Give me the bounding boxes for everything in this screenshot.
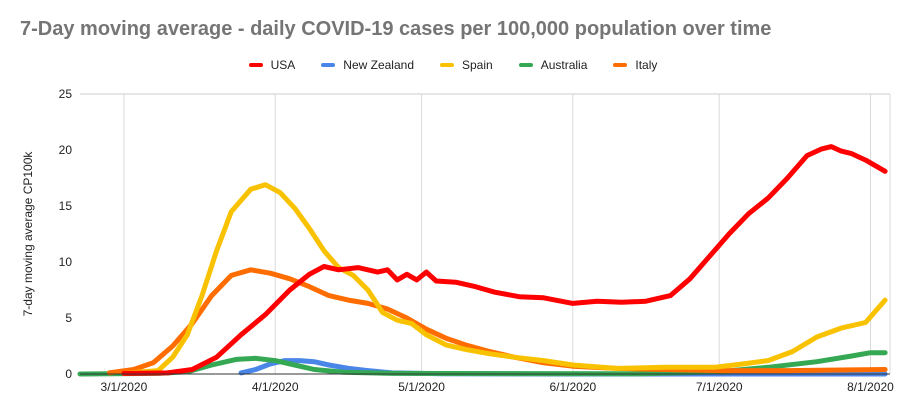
legend-label-spain: Spain	[462, 58, 493, 72]
legend: USA New Zealand Spain Australia Italy	[0, 58, 906, 72]
chart-title: 7-Day moving average - daily COVID-19 ca…	[20, 18, 772, 40]
x-tick-label: 3/1/2020	[101, 380, 148, 394]
x-tick-label: 4/1/2020	[252, 380, 299, 394]
legend-item-spain[interactable]: Spain	[440, 58, 493, 72]
series-line-usa	[121, 144, 888, 376]
y-tick-label: 25	[59, 87, 73, 101]
x-tick-label: 5/1/2020	[398, 380, 445, 394]
y-tick-label: 5	[65, 311, 72, 325]
y-tick-label: 15	[59, 199, 73, 213]
x-tick-label: 6/1/2020	[549, 380, 596, 394]
legend-item-usa[interactable]: USA	[248, 58, 296, 72]
legend-swatch-spain	[440, 63, 454, 67]
y-tick-label: 0	[65, 367, 72, 381]
legend-swatch-italy	[613, 63, 628, 67]
legend-item-new-zealand[interactable]: New Zealand	[321, 58, 414, 72]
x-tick-label: 8/1/2020	[847, 380, 894, 394]
x-tick-label: 7/1/2020	[696, 380, 743, 394]
series-line-australia	[77, 350, 888, 377]
legend-label-australia: Australia	[540, 58, 588, 72]
legend-swatch-australia	[518, 63, 533, 67]
legend-label-italy: Italy	[635, 58, 658, 72]
legend-item-australia[interactable]: Australia	[518, 58, 588, 72]
legend-swatch-usa	[248, 63, 263, 67]
series-line-italy	[106, 267, 888, 376]
legend-label-usa: USA	[270, 58, 296, 72]
y-tick-label: 20	[59, 143, 73, 157]
legend-label-new-zealand: New Zealand	[343, 58, 414, 72]
y-axis-label: 7-day moving average CP100k	[21, 151, 35, 317]
legend-item-italy[interactable]: Italy	[613, 58, 657, 72]
series-line-spain	[121, 182, 888, 376]
y-tick-label: 10	[59, 255, 73, 269]
legend-swatch-new-zealand	[321, 63, 336, 67]
